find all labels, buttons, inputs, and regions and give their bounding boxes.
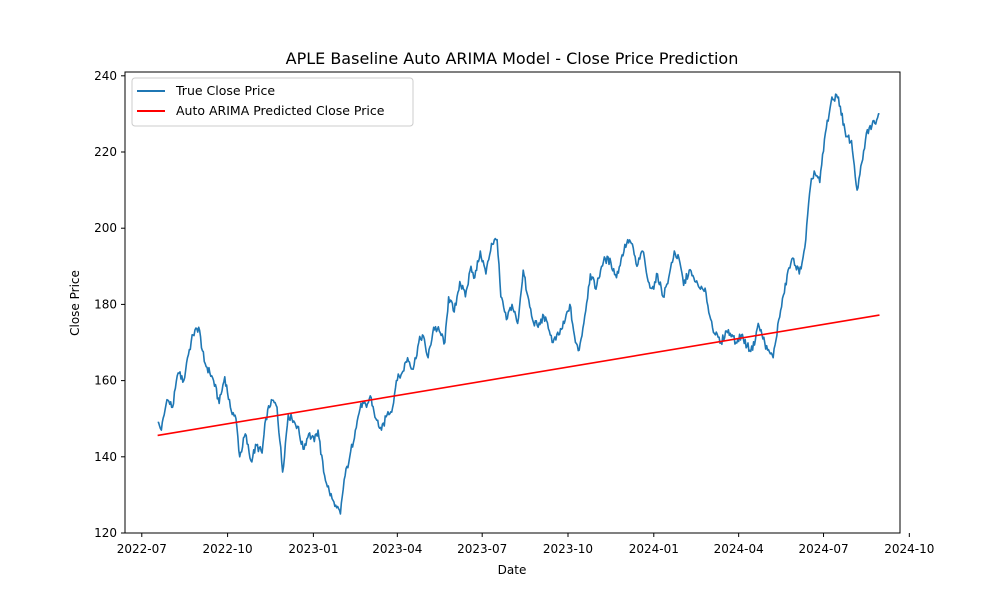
x-tick-label: 2023-07: [457, 542, 507, 556]
y-tick-label: 240: [94, 69, 117, 83]
y-tick-label: 220: [94, 145, 117, 159]
x-tick-label: 2023-01: [288, 542, 338, 556]
y-tick-label: 120: [94, 526, 117, 540]
series-layer: [157, 93, 880, 515]
x-tick-label: 2024-07: [798, 542, 848, 556]
x-axis: 2022-07 2022-10 2023-01 2023-04 2023-07 2023-…: [117, 533, 934, 556]
series-line-2: [157, 314, 880, 437]
x-axis-title: Date: [498, 563, 527, 577]
y-tick-label: 180: [94, 297, 117, 311]
y-axis-title: Close Price: [68, 270, 82, 336]
y-tick-label: 200: [94, 221, 117, 235]
y-axis: 120 140 160 180 200 220 240: [94, 69, 125, 540]
legend-box: [131, 77, 414, 127]
x-tick-label: 2024-10: [884, 542, 934, 556]
x-tick-label: 2024-01: [629, 542, 679, 556]
legend-label-1: True Close Price: [175, 83, 275, 98]
y-tick-label: 160: [94, 374, 117, 388]
x-tick-label: 2023-10: [543, 542, 593, 556]
series-line-1: [157, 93, 880, 515]
y-tick-label: 140: [94, 450, 117, 464]
chart-title: APLE Baseline Auto ARIMA Model - Close P…: [286, 49, 739, 68]
legend: True Close Price Auto ARIMA Predicted Clo…: [131, 77, 414, 127]
x-tick-label: 2023-04: [372, 542, 422, 556]
x-tick-label: 2022-10: [203, 542, 253, 556]
plot-frame: [124, 71, 901, 534]
x-tick-label: 2024-04: [714, 542, 764, 556]
legend-label-2: Auto ARIMA Predicted Close Price: [176, 103, 385, 118]
x-tick-label: 2022-07: [117, 542, 167, 556]
